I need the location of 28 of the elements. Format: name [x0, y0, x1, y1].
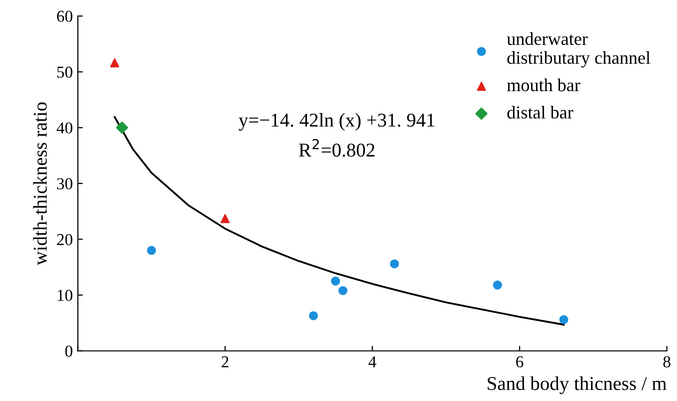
y-tick-label: 40	[56, 122, 72, 134]
y-tick-label: 60	[57, 10, 72, 22]
y-tick-label: 0	[65, 346, 72, 357]
annotation: y=−14. 42ln (x) +31. 941	[238, 113, 434, 131]
point	[559, 315, 568, 324]
x-tick-label: 6	[516, 356, 524, 368]
point	[110, 58, 120, 68]
y-tick-label: 10	[58, 290, 72, 302]
point	[390, 259, 399, 268]
point	[331, 276, 340, 286]
point	[220, 214, 230, 224]
point	[116, 122, 128, 134]
point	[493, 280, 502, 290]
x-tick-label: 8	[663, 356, 670, 368]
point	[338, 286, 348, 296]
y-axis-title: width-thickness ratio	[33, 102, 47, 266]
y-tick-label: 20	[57, 234, 72, 246]
annotation: R$^{2}$=0.802	[298, 138, 374, 157]
x-tick-label: 4	[368, 356, 376, 368]
y-tick-label: 30	[57, 178, 72, 190]
x-tick-label: 2	[222, 356, 228, 368]
point	[308, 311, 318, 320]
x-axis-title: Sand body thicness / m	[488, 376, 667, 394]
y-tick-label: 50	[57, 66, 72, 78]
legend-label: underwater distributary channel	[506, 32, 650, 68]
point	[146, 246, 156, 255]
legend-label: mouth bar	[507, 78, 580, 92]
legend-label: distal bar	[507, 106, 574, 119]
